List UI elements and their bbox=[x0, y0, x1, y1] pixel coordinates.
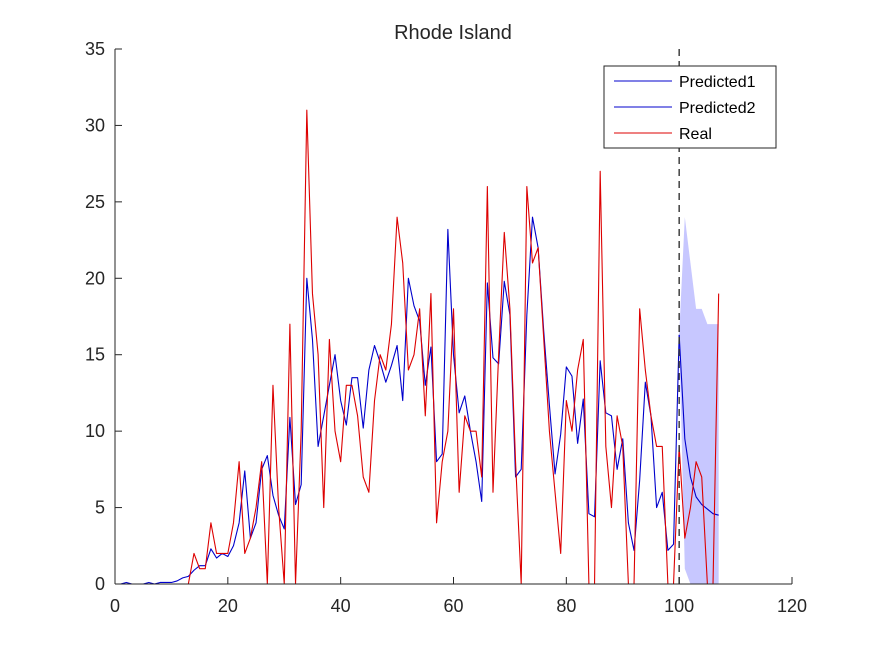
series-line-real bbox=[120, 109, 720, 585]
prediction-band bbox=[679, 217, 719, 584]
chart-title: Rhode Island bbox=[394, 22, 512, 44]
x-tick-label: 100 bbox=[664, 596, 694, 616]
y-tick-label: 10 bbox=[85, 421, 105, 441]
plot-area bbox=[120, 49, 720, 585]
x-tick-label: 120 bbox=[777, 596, 807, 616]
y-tick-label: 20 bbox=[85, 268, 105, 288]
y-tick-label: 15 bbox=[85, 345, 105, 365]
y-tick-label: 5 bbox=[95, 498, 105, 518]
legend-label-real: Real bbox=[679, 126, 712, 143]
x-tick-label: 60 bbox=[443, 596, 463, 616]
legend-label-predicted1: Predicted1 bbox=[679, 74, 756, 91]
y-tick-label: 30 bbox=[85, 115, 105, 135]
x-tick-label: 20 bbox=[218, 596, 238, 616]
legend: Predicted1 Predicted2 Real bbox=[603, 65, 777, 149]
y-tick-label: 25 bbox=[85, 192, 105, 212]
axes: 0 20 40 60 80 100 120 0 5 10 15 20 25 30 35 bbox=[85, 39, 807, 616]
y-tick-label: 35 bbox=[85, 39, 105, 59]
legend-label-predicted2: Predicted2 bbox=[679, 100, 756, 117]
y-tick-label: 0 bbox=[95, 574, 105, 594]
x-tick-label: 0 bbox=[110, 596, 120, 616]
series-line-predicted2 bbox=[678, 334, 719, 516]
x-tick-label: 40 bbox=[331, 596, 351, 616]
x-tick-label: 80 bbox=[556, 596, 576, 616]
